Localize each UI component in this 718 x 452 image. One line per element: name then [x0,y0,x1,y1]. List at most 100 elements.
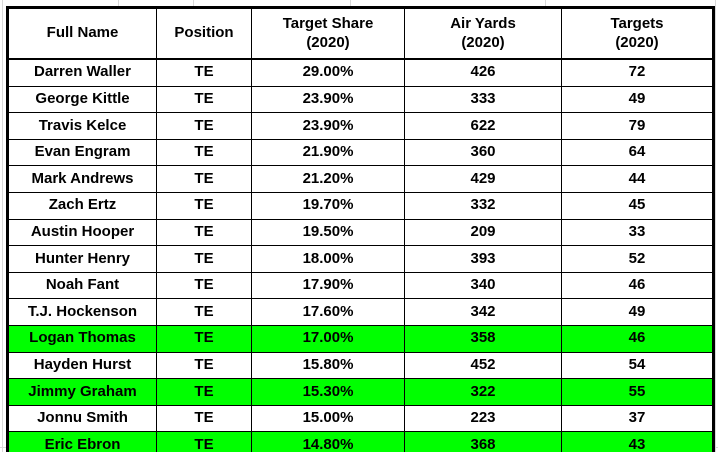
cell-target-share: 17.90% [251,271,405,300]
table-row: Jonnu Smith TE 15.00% 223 37 [7,404,714,433]
cell-position: TE [156,298,252,326]
table-row: George Kittle TE 23.90% 333 49 [7,85,714,114]
cell-full-name: Jimmy Graham [7,378,157,406]
cell-target-share: 23.90% [251,112,405,140]
cell-targets: 33 [561,218,714,247]
cell-targets: 46 [561,324,714,353]
cell-targets: 52 [561,245,714,273]
cell-targets: 49 [561,298,714,326]
cell-position: TE [156,431,252,452]
cell-target-share: 21.90% [251,138,405,167]
cell-targets: 54 [561,351,714,380]
cell-air-yards: 223 [404,404,562,433]
table-row: Travis Kelce TE 23.90% 622 79 [7,112,714,140]
cell-position: TE [156,138,252,167]
cell-targets: 49 [561,85,714,114]
cell-full-name: Logan Thomas [7,324,157,353]
cell-air-yards: 429 [404,165,562,193]
column-header-target-share: Target Share (2020) [251,7,405,60]
cell-targets: 79 [561,112,714,140]
cell-position: TE [156,271,252,300]
cell-position: TE [156,324,252,353]
cell-full-name: Jonnu Smith [7,404,157,433]
cell-position: TE [156,165,252,193]
cell-air-yards: 360 [404,138,562,167]
cell-full-name: Hayden Hurst [7,351,157,380]
cell-air-yards: 332 [404,191,562,220]
table-row: Noah Fant TE 17.90% 340 46 [7,271,714,300]
cell-full-name: Austin Hooper [7,218,157,247]
cell-full-name: Darren Waller [7,58,157,87]
spreadsheet-gridline [118,0,119,6]
cell-position: TE [156,218,252,247]
cell-full-name: Noah Fant [7,271,157,300]
cell-target-share: 17.00% [251,324,405,353]
table-row: Jimmy Graham TE 15.30% 322 55 [7,378,714,406]
cell-target-share: 17.60% [251,298,405,326]
cell-target-share: 15.30% [251,378,405,406]
column-header-air-yards: Air Yards (2020) [404,7,562,60]
cell-full-name: Eric Ebron [7,431,157,452]
cell-full-name: T.J. Hockenson [7,298,157,326]
cell-target-share: 29.00% [251,58,405,87]
cell-air-yards: 322 [404,378,562,406]
cell-air-yards: 368 [404,431,562,452]
cell-target-share: 21.20% [251,165,405,193]
cell-target-share: 18.00% [251,245,405,273]
cell-targets: 64 [561,138,714,167]
cell-targets: 37 [561,404,714,433]
column-header-targets: Targets (2020) [561,7,714,60]
cell-position: TE [156,351,252,380]
cell-air-yards: 452 [404,351,562,380]
cell-position: TE [156,112,252,140]
cell-target-share: 14.80% [251,431,405,452]
cell-air-yards: 340 [404,271,562,300]
spreadsheet-gridline [715,0,716,452]
column-header-position: Position [156,7,252,60]
table-row: Evan Engram TE 21.90% 360 64 [7,138,714,167]
cell-targets: 72 [561,58,714,87]
cell-air-yards: 342 [404,298,562,326]
cell-position: TE [156,58,252,87]
cell-air-yards: 333 [404,85,562,114]
table-row: Eric Ebron TE 14.80% 368 43 [7,431,714,452]
cell-targets: 55 [561,378,714,406]
spreadsheet-gridline [193,0,194,6]
spreadsheet-gridline [545,0,546,6]
table-header: Full Name Position Target Share (2020) Air … [7,7,714,60]
table-row: Hayden Hurst TE 15.80% 452 54 [7,351,714,380]
cell-full-name: George Kittle [7,85,157,114]
cell-position: TE [156,378,252,406]
cell-air-yards: 426 [404,58,562,87]
cell-targets: 45 [561,191,714,220]
table-row: Austin Hooper TE 19.50% 209 33 [7,218,714,247]
table-row: T.J. Hockenson TE 17.60% 342 49 [7,298,714,326]
table-header-row: Full Name Position Target Share (2020) Air … [7,7,714,60]
cell-full-name: Zach Ertz [7,191,157,220]
player-stats-table: Full Name Position Target Share (2020) Air … [6,6,715,452]
cell-position: TE [156,404,252,433]
table-row: Mark Andrews TE 21.20% 429 44 [7,165,714,193]
cell-full-name: Mark Andrews [7,165,157,193]
table-body: Darren Waller TE 29.00% 426 72 George Kittle T… [7,58,714,452]
cell-full-name: Evan Engram [7,138,157,167]
cell-air-yards: 393 [404,245,562,273]
cell-target-share: 15.00% [251,404,405,433]
cell-targets: 44 [561,165,714,193]
cell-target-share: 19.70% [251,191,405,220]
cell-position: TE [156,85,252,114]
cell-air-yards: 622 [404,112,562,140]
cell-target-share: 19.50% [251,218,405,247]
cell-targets: 46 [561,271,714,300]
cell-full-name: Hunter Henry [7,245,157,273]
cell-position: TE [156,245,252,273]
cell-air-yards: 209 [404,218,562,247]
column-header-full-name: Full Name [7,7,157,60]
spreadsheet-gridline [350,0,351,6]
cell-targets: 43 [561,431,714,452]
table-row: Darren Waller TE 29.00% 426 72 [7,58,714,87]
cell-target-share: 15.80% [251,351,405,380]
table-row: Hunter Henry TE 18.00% 393 52 [7,245,714,273]
cell-full-name: Travis Kelce [7,112,157,140]
